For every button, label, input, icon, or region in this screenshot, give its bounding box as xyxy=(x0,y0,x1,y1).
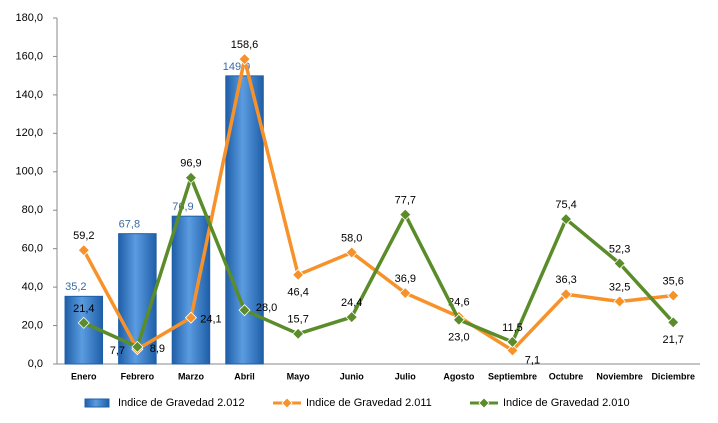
data-label: 36,3 xyxy=(555,274,576,286)
marker xyxy=(667,289,680,302)
y-tick-label: 120,0 xyxy=(15,127,43,139)
data-label: 21,4 xyxy=(73,303,94,315)
x-tick-label: Mayo xyxy=(287,371,311,381)
data-label: 21,7 xyxy=(662,334,683,346)
marker xyxy=(506,344,519,357)
data-label: 59,2 xyxy=(73,230,94,242)
data-label: 58,0 xyxy=(341,232,362,244)
data-label: 11,5 xyxy=(502,322,523,334)
data-label: 32,5 xyxy=(609,281,630,293)
bar-value-label: 67,8 xyxy=(119,219,140,231)
y-tick-label: 140,0 xyxy=(15,89,43,101)
x-tick-label: Junio xyxy=(340,371,365,381)
marker xyxy=(77,244,90,257)
x-tick-label: Agosto xyxy=(443,371,474,381)
data-label: 7,7 xyxy=(110,345,125,357)
legend-label: Indice de Gravedad 2.011 xyxy=(306,397,432,409)
marker xyxy=(667,316,680,329)
y-tick-label: 100,0 xyxy=(15,166,43,178)
marker xyxy=(559,212,573,226)
marker xyxy=(399,287,412,300)
data-label: 52,3 xyxy=(609,243,630,255)
marker xyxy=(184,311,198,324)
data-label: 35,6 xyxy=(662,275,683,287)
marker xyxy=(184,171,198,184)
data-label: 7,1 xyxy=(525,354,540,366)
legend-marker xyxy=(281,397,293,409)
data-label: 36,9 xyxy=(395,273,416,285)
data-label: 24,4 xyxy=(341,297,362,309)
data-label: 24,1 xyxy=(200,314,221,326)
data-label: 158,6 xyxy=(231,39,259,51)
bar xyxy=(171,215,211,365)
marker xyxy=(238,304,251,317)
y-tick-label: 40,0 xyxy=(22,281,43,293)
data-label: 77,7 xyxy=(395,195,416,207)
y-tick-label: 60,0 xyxy=(22,243,43,255)
legend-label: Indice de Gravedad 2.010 xyxy=(503,397,630,409)
x-tick-label: Julio xyxy=(395,371,417,381)
data-label: 23,0 xyxy=(448,332,469,344)
data-label: 75,4 xyxy=(555,199,576,211)
marker xyxy=(238,53,251,66)
line xyxy=(82,57,674,353)
marker xyxy=(506,335,519,348)
marker xyxy=(345,246,358,259)
x-tick-label: Febrero xyxy=(121,371,155,381)
legend-label: Indice de Gravedad 2.012 xyxy=(118,397,245,409)
legend-marker xyxy=(478,397,490,409)
marker xyxy=(77,316,90,329)
marker xyxy=(613,295,626,308)
data-label: 46,4 xyxy=(287,287,308,299)
data-label: 8,9 xyxy=(150,343,165,355)
marker xyxy=(399,208,412,221)
bar-value-label: 35,2 xyxy=(65,281,86,293)
x-tick-label: Septiembre xyxy=(488,371,537,381)
y-tick-label: 0,0 xyxy=(28,358,43,370)
marker xyxy=(559,288,573,301)
marker xyxy=(292,268,305,281)
marker xyxy=(613,257,626,270)
y-tick-label: 20,0 xyxy=(22,319,43,331)
x-tick-label: Octubre xyxy=(549,371,584,381)
x-tick-label: Diciembre xyxy=(651,371,695,381)
data-label: 15,7 xyxy=(287,314,308,326)
y-tick-label: 160,0 xyxy=(15,50,43,62)
marker xyxy=(452,313,465,326)
y-tick-label: 180,0 xyxy=(15,12,43,24)
x-tick-label: Enero xyxy=(71,371,97,381)
x-tick-label: Noviembre xyxy=(596,371,643,381)
data-label: 28,0 xyxy=(256,302,277,314)
marker xyxy=(345,311,358,324)
legend-swatch xyxy=(84,398,110,408)
x-tick-label: Abril xyxy=(234,371,255,381)
marker xyxy=(292,327,305,340)
data-label: 96,9 xyxy=(180,158,201,170)
y-tick-label: 80,0 xyxy=(22,204,43,216)
marker xyxy=(131,340,144,353)
line xyxy=(83,175,675,349)
x-tick-label: Marzo xyxy=(178,371,205,381)
